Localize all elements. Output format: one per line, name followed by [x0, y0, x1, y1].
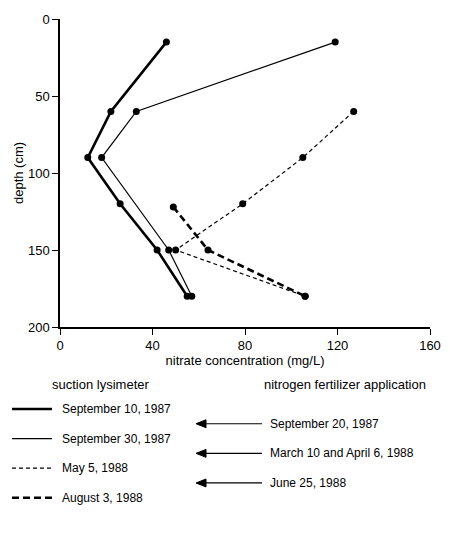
- svg-text:0: 0: [42, 12, 49, 27]
- svg-text:August 3, 1988: August 3, 1988: [62, 491, 143, 505]
- svg-text:September 20, 1987: September 20, 1987: [270, 417, 379, 431]
- svg-text:200: 200: [28, 320, 50, 335]
- svg-text:160: 160: [419, 338, 441, 353]
- svg-text:nitrogen fertilizer applicatio: nitrogen fertilizer application: [264, 377, 426, 392]
- svg-text:100: 100: [28, 166, 50, 181]
- svg-text:120: 120: [327, 338, 349, 353]
- svg-text:June 25, 1988: June 25, 1988: [270, 476, 346, 490]
- svg-text:50: 50: [35, 89, 49, 104]
- svg-text:0: 0: [56, 338, 63, 353]
- svg-text:September 10, 1987: September 10, 1987: [62, 402, 171, 416]
- svg-text:September 30, 1987: September 30, 1987: [62, 432, 171, 446]
- svg-text:May 5, 1988: May 5, 1988: [62, 461, 128, 475]
- svg-text:depth (cm): depth (cm): [11, 142, 26, 204]
- svg-text:40: 40: [145, 338, 159, 353]
- svg-text:suction lysimeter: suction lysimeter: [52, 377, 149, 392]
- svg-text:nitrate concentration (mg/L): nitrate concentration (mg/L): [166, 353, 325, 368]
- svg-text:March 10 and April 6, 1988: March 10 and April 6, 1988: [270, 446, 414, 460]
- svg-text:80: 80: [238, 338, 252, 353]
- svg-text:150: 150: [28, 243, 50, 258]
